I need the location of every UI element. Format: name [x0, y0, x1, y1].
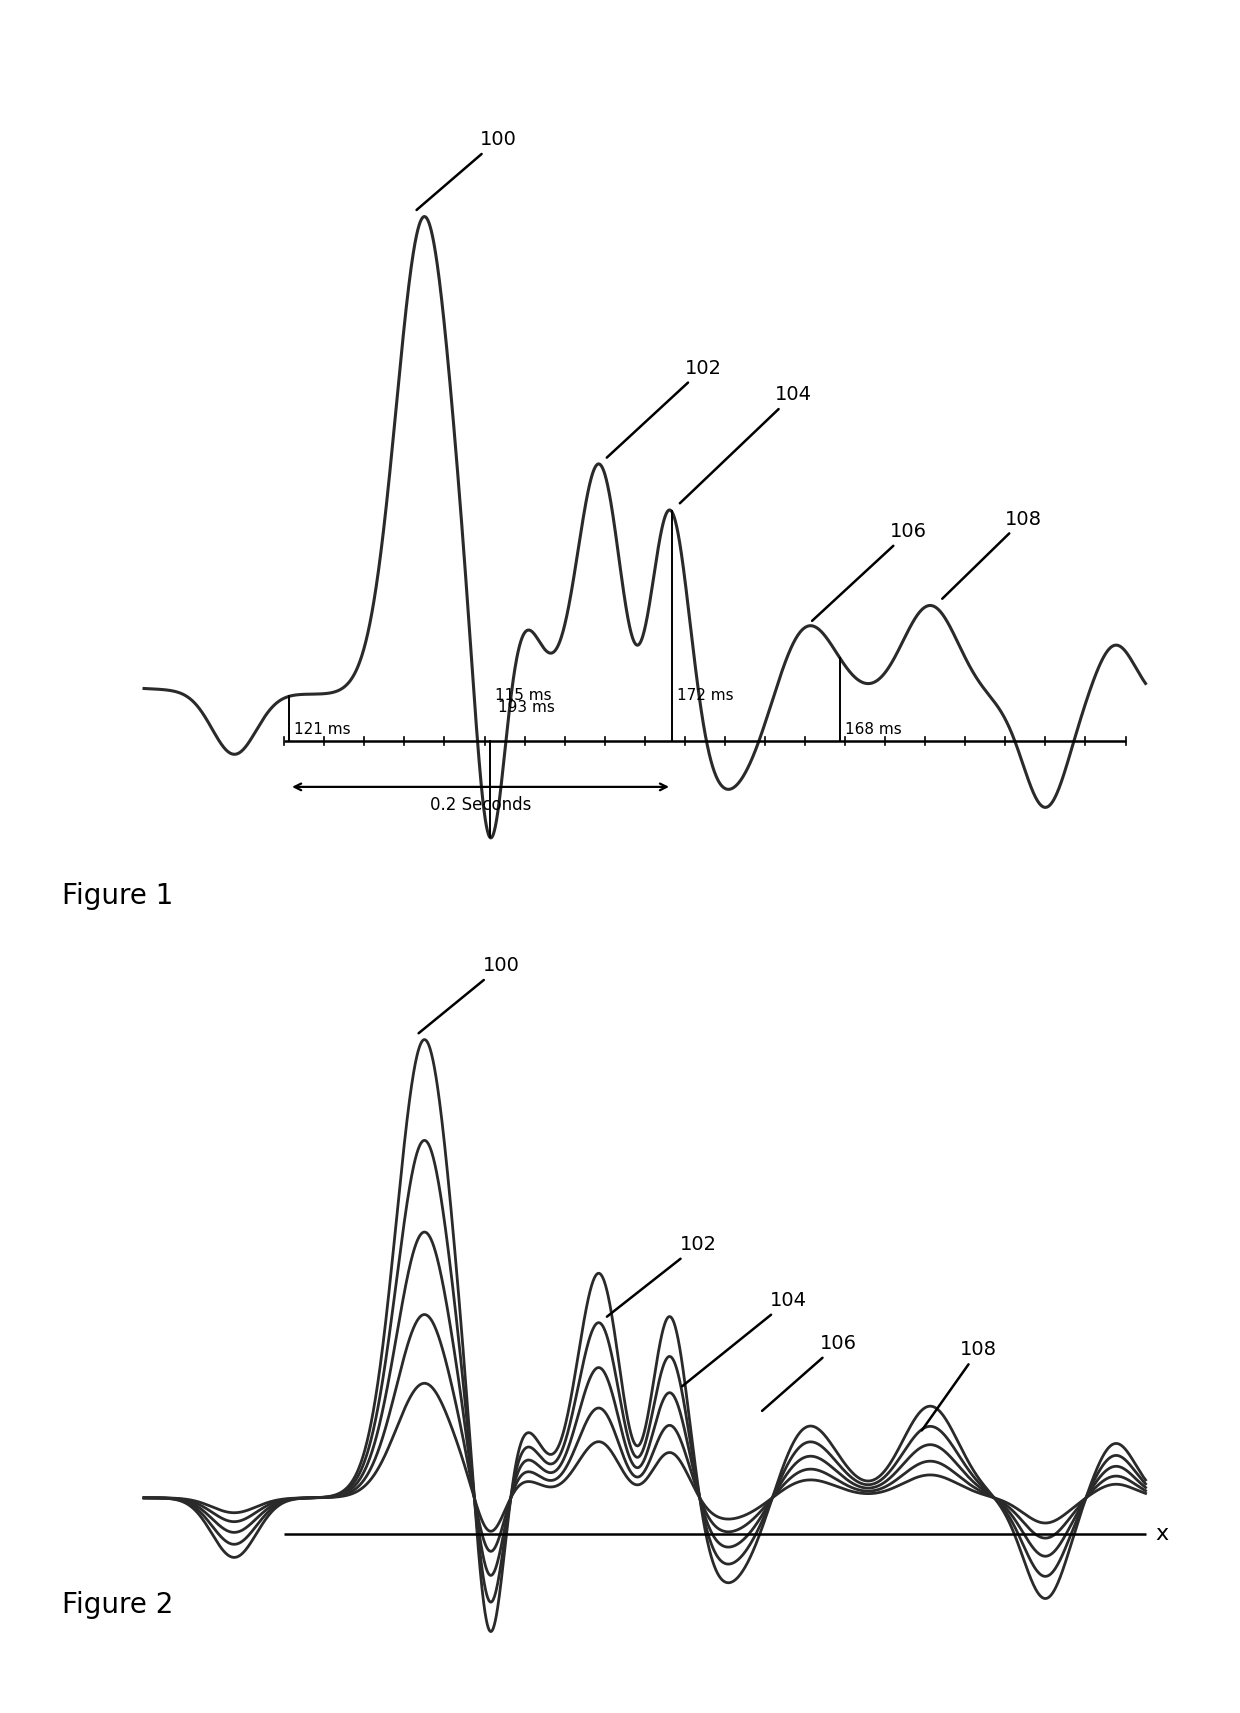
Text: 0.2 Seconds: 0.2 Seconds [430, 795, 531, 814]
Text: 100: 100 [419, 956, 520, 1033]
Text: 104: 104 [680, 385, 812, 504]
Text: 193 ms: 193 ms [497, 701, 554, 714]
Text: 102: 102 [606, 1235, 717, 1317]
Text: 115 ms: 115 ms [495, 689, 552, 702]
Text: 108: 108 [921, 1340, 997, 1430]
Text: 106: 106 [812, 522, 928, 620]
Text: 121 ms: 121 ms [294, 723, 351, 737]
Text: 100: 100 [417, 130, 516, 211]
Text: 108: 108 [942, 510, 1043, 600]
Text: 168 ms: 168 ms [846, 723, 901, 737]
Text: 172 ms: 172 ms [677, 689, 734, 702]
Text: 104: 104 [682, 1292, 807, 1386]
Text: 106: 106 [763, 1334, 857, 1412]
Text: 102: 102 [606, 360, 722, 457]
Text: Figure 2: Figure 2 [62, 1591, 174, 1619]
Text: x: x [1156, 1525, 1169, 1545]
Text: Figure 1: Figure 1 [62, 882, 174, 910]
